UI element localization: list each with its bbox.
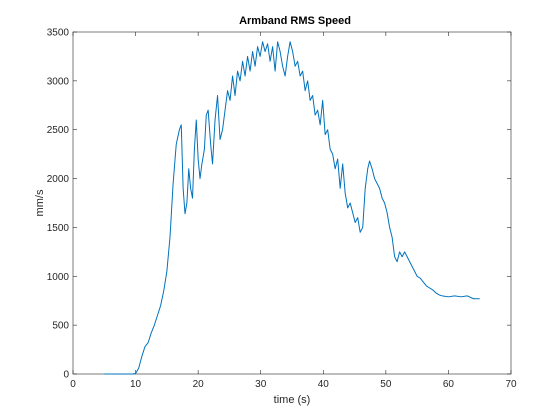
series-line — [104, 41, 480, 375]
y-tick-label: 3500 — [47, 28, 70, 39]
x-tick-label: 0 — [70, 379, 76, 390]
x-axis-label: time (s) — [274, 394, 311, 406]
y-tick-label: 1000 — [47, 272, 70, 283]
x-tick-label: 40 — [318, 379, 330, 390]
series-layer — [104, 41, 480, 375]
x-tick-label: 10 — [130, 379, 142, 390]
x-tick-label: 30 — [255, 379, 267, 390]
y-tick-label: 2500 — [47, 125, 70, 136]
y-tick-label: 3000 — [47, 76, 70, 87]
y-tick-label: 2000 — [47, 174, 70, 185]
y-tick-label: 500 — [52, 321, 69, 332]
plot-box — [72, 31, 512, 375]
y-axis: 0 500 1000 1500 2000 2500 3000 3500 — [47, 28, 511, 381]
y-tick-label: 0 — [63, 370, 69, 381]
x-tick-label: 70 — [505, 379, 517, 390]
y-axis-label: mm/s — [34, 189, 46, 216]
y-tick-label: 1500 — [47, 223, 70, 234]
chart-title: Armband RMS Speed — [239, 15, 351, 27]
x-tick-label: 50 — [380, 379, 392, 390]
x-tick-label: 20 — [193, 379, 205, 390]
x-axis: 0 10 20 30 40 50 60 70 — [70, 32, 517, 390]
x-tick-label: 60 — [443, 379, 455, 390]
